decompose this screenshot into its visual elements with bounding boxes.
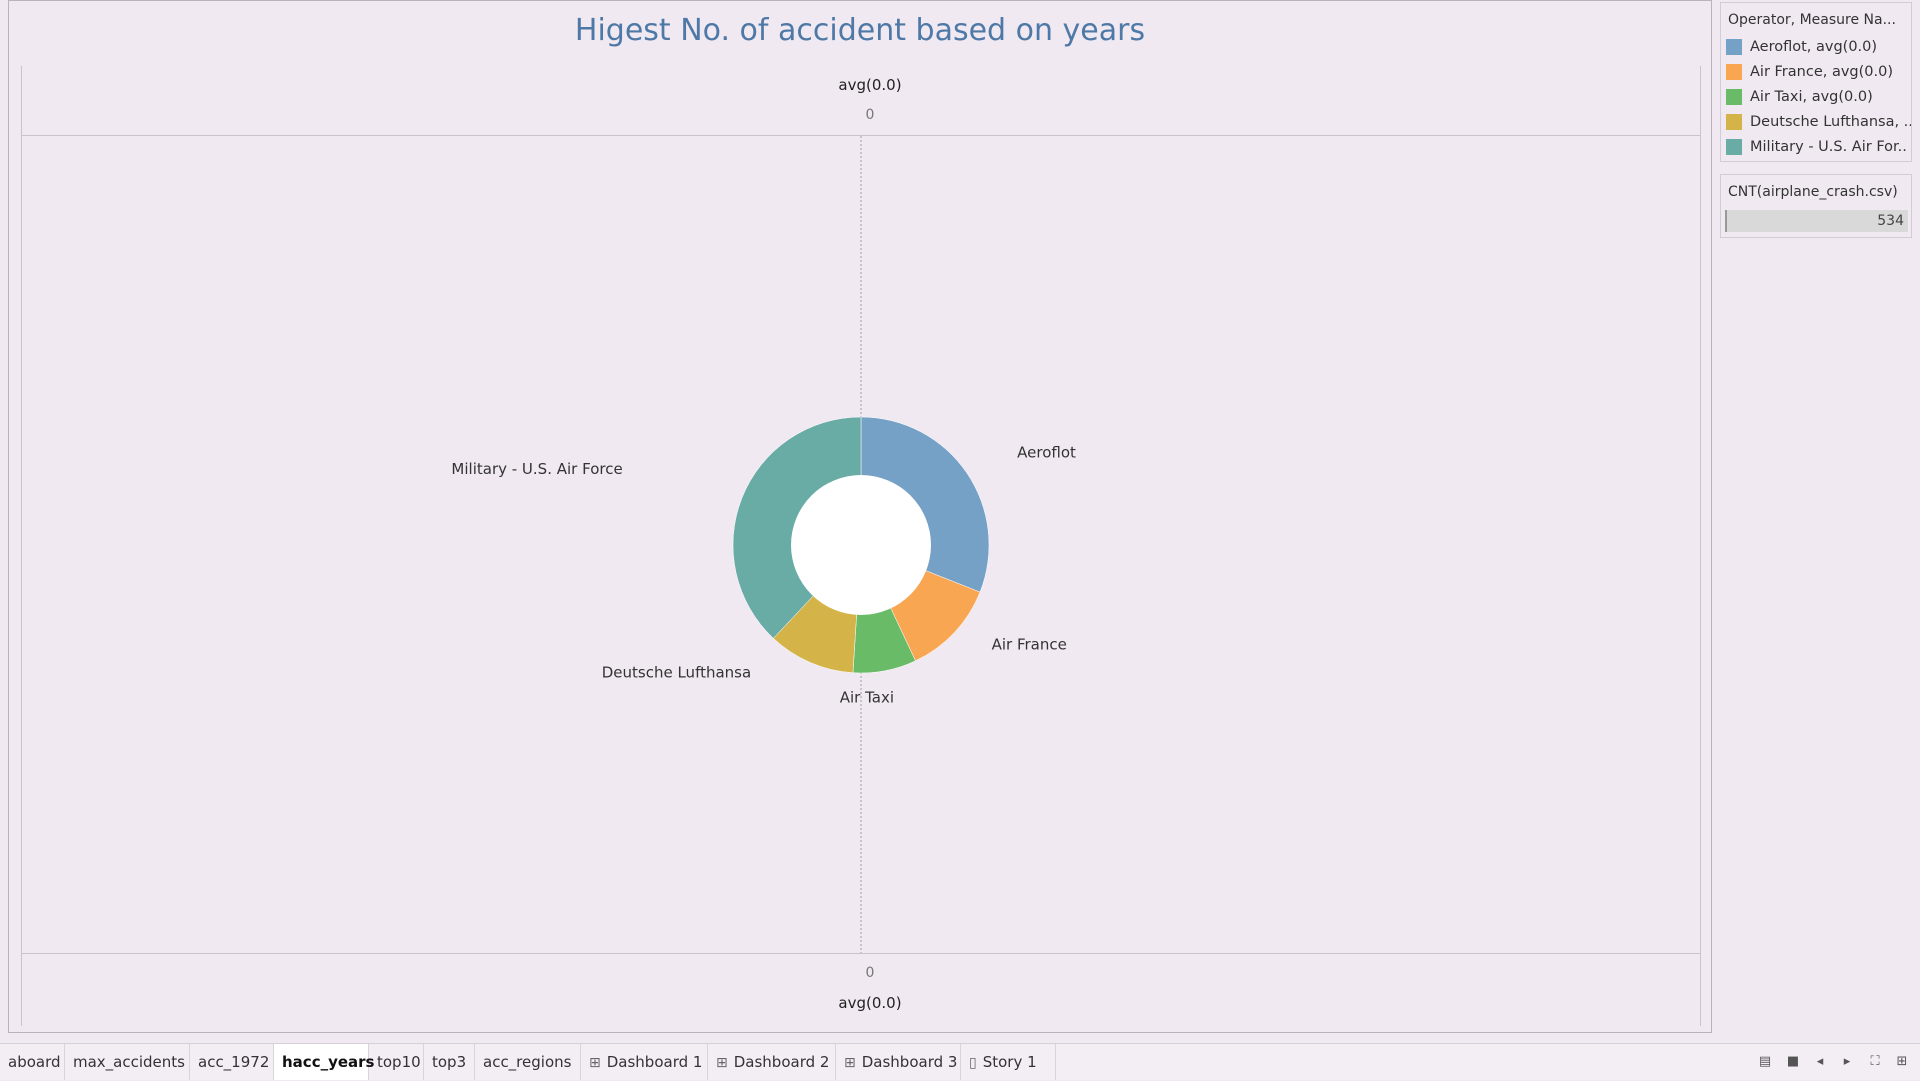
previous-sheet-icon[interactable]: ◂ (1816, 1054, 1824, 1069)
top-axis-label: avg(0.0) (838, 76, 902, 94)
slice-label: Air France (992, 635, 1067, 653)
count-bar[interactable]: 534 (1725, 210, 1908, 232)
tab-max-accidents[interactable]: max_accidents (65, 1044, 190, 1080)
legend-item[interactable]: Air France, avg(0.0) (1721, 59, 1911, 84)
tab-dashboard-3[interactable]: ⊞ Dashboard 3 (836, 1044, 961, 1080)
legend-title[interactable]: Operator, Measure Na... (1728, 12, 1896, 28)
bottom-axis-tick: 0 (865, 965, 875, 981)
slice-label: Aeroflot (1017, 443, 1076, 461)
legend-item[interactable]: Deutsche Lufthansa, .. (1721, 109, 1911, 134)
tab-hacc-years[interactable]: hacc_years (274, 1044, 374, 1080)
legend-item[interactable]: Military - U.S. Air For.. (1721, 134, 1911, 159)
legend-swatch (1726, 113, 1742, 130)
pane-left-border (21, 66, 22, 1026)
color-legend: Operator, Measure Na... Aeroflot, avg(0.… (1720, 2, 1912, 162)
tab-label: aboard (8, 1053, 61, 1071)
tab-label: Dashboard 2 (733, 1053, 830, 1071)
donut-chart[interactable]: Aeroflot Air France Air Taxi Deutsche Lufth… (9, 1, 1711, 1032)
top-axis-divider (21, 135, 1701, 136)
sheet-tab-bar: aboard max_accidents acc_1972 hacc_years top… (0, 1043, 1920, 1080)
legend-swatch (1726, 88, 1742, 105)
legend-label: Air France, avg(0.0) (1750, 63, 1893, 80)
dashboard-icon: ⊞ (844, 1055, 856, 1071)
donut-hole (791, 475, 931, 615)
tab-label: max_accidents (73, 1053, 185, 1071)
show-sheet-sorter-icon[interactable]: ▤ (1758, 1054, 1772, 1069)
tab-label: Dashboard 1 (606, 1053, 703, 1071)
tab-dashboard-1[interactable]: ⊞ Dashboard 1 (581, 1044, 708, 1080)
count-card-title: CNT(airplane_crash.csv) (1728, 184, 1898, 200)
worksheet-view: Higest No. of accident based on years av… (8, 0, 1712, 1033)
slice-label: Deutsche Lufthansa (602, 664, 751, 682)
tab-top3[interactable]: top3 (424, 1044, 475, 1080)
show-tabs-icon[interactable]: ■ (1786, 1054, 1800, 1069)
count-value: 534 (1877, 213, 1904, 229)
legend-swatch (1726, 38, 1742, 55)
tab-aboard[interactable]: aboard (0, 1044, 65, 1080)
tab-label: acc_1972 (198, 1053, 270, 1071)
legend-item[interactable]: Air Taxi, avg(0.0) (1721, 84, 1911, 109)
tab-label: top3 (432, 1053, 467, 1071)
tab-acc-1972[interactable]: acc_1972 (190, 1044, 274, 1080)
slice-label: Air Taxi (840, 689, 894, 707)
tab-label: top10 (377, 1053, 421, 1071)
dashboard-icon: ⊞ (589, 1055, 601, 1071)
tab-acc-regions[interactable]: acc_regions (475, 1044, 581, 1080)
tab-story-1[interactable]: ▯ Story 1 (961, 1044, 1056, 1080)
count-card: CNT(airplane_crash.csv) 534 (1720, 174, 1912, 238)
bottom-axis-label: avg(0.0) (838, 994, 902, 1012)
tab-label: hacc_years (282, 1053, 375, 1071)
legend-label: Air Taxi, avg(0.0) (1750, 88, 1873, 105)
chart-title: Higest No. of accident based on years (574, 13, 1146, 48)
next-sheet-icon[interactable]: ▸ (1843, 1054, 1851, 1069)
legend-item[interactable]: Aeroflot, avg(0.0) (1721, 34, 1911, 59)
tab-label: Story 1 (982, 1053, 1037, 1071)
pane-right-border (1700, 66, 1701, 1026)
tab-dashboard-2[interactable]: ⊞ Dashboard 2 (708, 1044, 836, 1080)
tab-label: Dashboard 3 (861, 1053, 958, 1071)
legend-swatch (1726, 63, 1742, 80)
legend-label: Deutsche Lufthansa, .. (1750, 113, 1911, 130)
legend-swatch (1726, 138, 1742, 155)
fullscreen-icon[interactable]: ⛶ (1870, 1054, 1880, 1069)
story-icon: ▯ (969, 1055, 977, 1071)
legend-label: Aeroflot, avg(0.0) (1750, 38, 1878, 55)
tab-label: acc_regions (483, 1053, 572, 1071)
top-axis-tick: 0 (865, 107, 875, 123)
legend-label: Military - U.S. Air For.. (1750, 138, 1907, 155)
dashboard-icon: ⊞ (716, 1055, 728, 1071)
presentation-mode-icon[interactable]: ⊞ (1896, 1054, 1908, 1069)
bottom-axis-divider (21, 953, 1701, 954)
tab-top10[interactable]: top10 (369, 1044, 424, 1080)
slice-label: Military - U.S. Air Force (451, 460, 622, 478)
